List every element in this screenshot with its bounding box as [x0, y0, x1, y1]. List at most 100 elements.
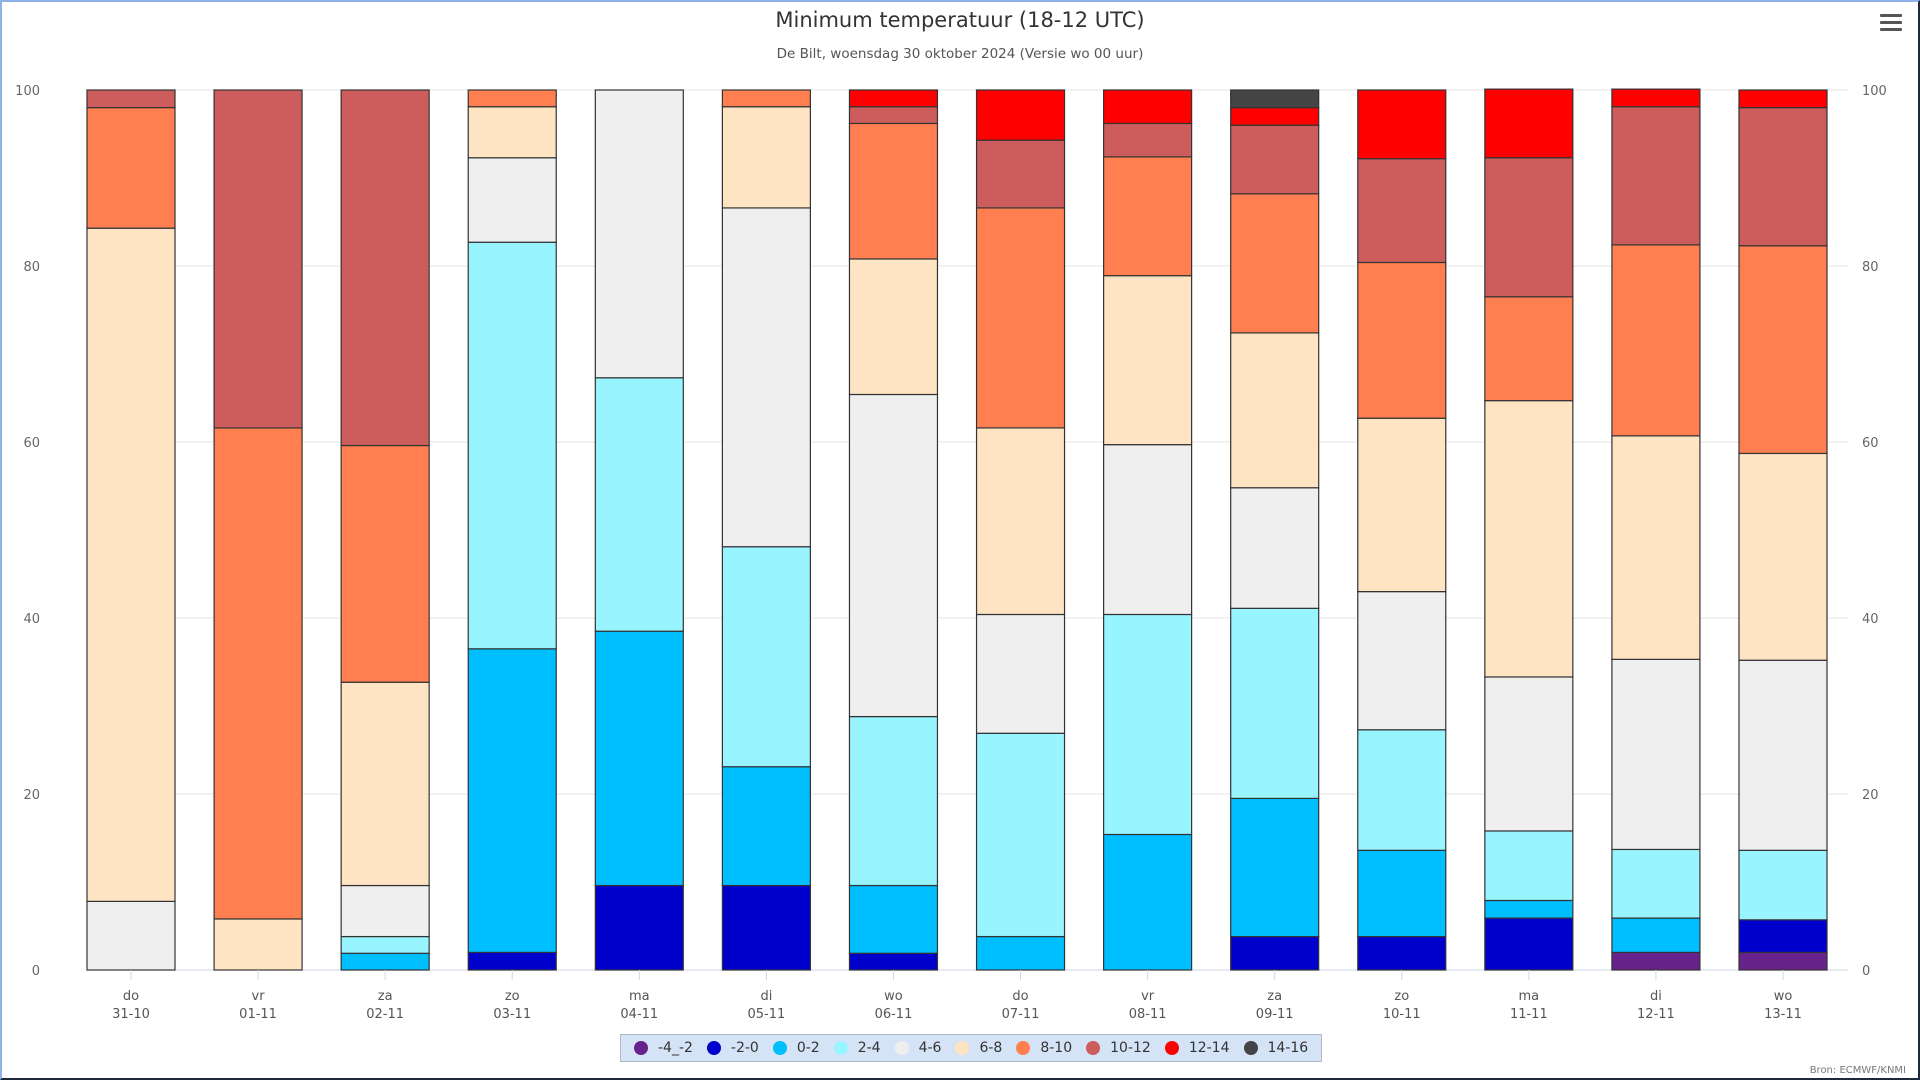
- bar-segment-6-8[interactable]: [1103, 275, 1193, 446]
- bar-segment-4-6[interactable]: [340, 884, 430, 938]
- legend-item[interactable]: 0-2: [772, 1040, 820, 1056]
- bar-segment-4-6[interactable]: [975, 613, 1066, 734]
- bar-segment--2-0[interactable]: [1357, 935, 1447, 971]
- bar-segment-12-14[interactable]: [1484, 88, 1574, 159]
- bar-segment-6-8[interactable]: [721, 106, 811, 209]
- bar-segment-8-10[interactable]: [848, 122, 939, 260]
- bar-segment-4-6[interactable]: [86, 900, 176, 971]
- bar-segment-12-14[interactable]: [1738, 89, 1828, 109]
- bar-segment-2-4[interactable]: [1738, 849, 1828, 921]
- bar-segment-4-6[interactable]: [1484, 676, 1574, 832]
- bar-segment-4-6[interactable]: [848, 393, 939, 718]
- bar-segment--2-0[interactable]: [721, 884, 811, 971]
- bar-segment-0-2[interactable]: [721, 766, 811, 887]
- bar-segment-2-4[interactable]: [975, 732, 1066, 938]
- bar-segment-0-2[interactable]: [848, 884, 939, 954]
- bar-segment-8-10[interactable]: [1357, 261, 1447, 419]
- bar-segment-6-8[interactable]: [86, 227, 176, 902]
- bar-segment--2-0[interactable]: [467, 951, 557, 971]
- bar-segment-12-14[interactable]: [1103, 89, 1193, 125]
- bar-segment-10-12[interactable]: [86, 89, 176, 109]
- bar-segment-8-10[interactable]: [340, 444, 430, 683]
- bar-segment-0-2[interactable]: [1611, 917, 1701, 954]
- bar-segment-2-4[interactable]: [848, 715, 939, 887]
- bar-segment-4-6[interactable]: [1230, 487, 1320, 609]
- bar-segment-8-10[interactable]: [86, 106, 176, 229]
- bar-segment-4-6[interactable]: [1357, 590, 1447, 731]
- bar-segment-4-6[interactable]: [1103, 444, 1193, 616]
- bar-segment-12-14[interactable]: [1611, 88, 1701, 108]
- bar-segment-6-8[interactable]: [1738, 452, 1828, 661]
- bar-segment--2-0[interactable]: [1738, 919, 1828, 954]
- bar-segment-8-10[interactable]: [975, 207, 1066, 429]
- bar-segment-2-4[interactable]: [467, 241, 557, 650]
- bar-segment-6-8[interactable]: [1611, 435, 1701, 660]
- hamburger-menu-icon[interactable]: [1880, 14, 1902, 32]
- bar-segment--2-0[interactable]: [1230, 935, 1320, 971]
- bar-segment-10-12[interactable]: [975, 139, 1066, 209]
- bar-segment-6-8[interactable]: [1357, 417, 1447, 593]
- bar-segment--2-0[interactable]: [594, 884, 684, 971]
- bar-segment-0-2[interactable]: [1230, 797, 1320, 938]
- bar-segment-4-6[interactable]: [1611, 658, 1701, 851]
- bar-segment-8-10[interactable]: [1230, 193, 1320, 334]
- bar-segment-6-8[interactable]: [975, 427, 1066, 616]
- bar-segment-2-4[interactable]: [1103, 613, 1193, 836]
- bar-segment-4-6[interactable]: [1738, 659, 1828, 851]
- bar-segment-6-8[interactable]: [1484, 400, 1574, 678]
- bar-segment-0-2[interactable]: [340, 952, 430, 971]
- legend-item[interactable]: 12-14: [1164, 1040, 1230, 1056]
- bar-segment-4-6[interactable]: [721, 207, 811, 548]
- bar-segment-10-12[interactable]: [848, 106, 939, 125]
- legend-item[interactable]: 2-4: [833, 1040, 881, 1056]
- legend-item[interactable]: 6-8: [955, 1040, 1002, 1056]
- bar-segment-10-12[interactable]: [1484, 157, 1574, 298]
- bar-segment-4-6[interactable]: [594, 89, 684, 379]
- bar-segment-0-2[interactable]: [1103, 833, 1193, 971]
- bar-segment-2-4[interactable]: [721, 546, 811, 768]
- bar-segment-8-10[interactable]: [1738, 245, 1828, 455]
- bar-segment-8-10[interactable]: [467, 89, 557, 108]
- bar-segment-10-12[interactable]: [340, 89, 430, 447]
- bar-segment-14-16[interactable]: [1230, 89, 1320, 109]
- bar-segment--4_-2[interactable]: [1611, 951, 1701, 971]
- bar-segment-10-12[interactable]: [1611, 106, 1701, 246]
- bar-segment-10-12[interactable]: [1738, 106, 1828, 247]
- legend-item[interactable]: 4-6: [894, 1040, 941, 1056]
- legend-item[interactable]: 10-12: [1086, 1040, 1151, 1056]
- bar-segment--2-0[interactable]: [1484, 917, 1574, 971]
- bar-segment-6-8[interactable]: [1230, 332, 1320, 489]
- legend-item[interactable]: 8-10: [1016, 1040, 1072, 1056]
- bar-segment-8-10[interactable]: [213, 427, 303, 920]
- bar-segment-2-4[interactable]: [594, 377, 684, 632]
- bar-segment-0-2[interactable]: [1484, 899, 1574, 919]
- bar-segment-8-10[interactable]: [1611, 244, 1701, 437]
- bar-segment-2-4[interactable]: [1230, 607, 1320, 800]
- bar-segment-10-12[interactable]: [213, 89, 303, 429]
- bar-segment-12-14[interactable]: [1357, 89, 1447, 160]
- bar-segment--2-0[interactable]: [848, 952, 939, 971]
- bar-segment-2-4[interactable]: [1357, 729, 1447, 851]
- bar-segment-2-4[interactable]: [340, 935, 430, 954]
- bar-segment-10-12[interactable]: [1357, 158, 1447, 264]
- bar-segment-12-14[interactable]: [1230, 106, 1320, 126]
- legend-item[interactable]: -2-0: [706, 1040, 759, 1056]
- bar-segment-2-4[interactable]: [1611, 848, 1701, 919]
- bar-segment-6-8[interactable]: [340, 681, 430, 887]
- bar-segment-6-8[interactable]: [467, 106, 557, 159]
- bar-segment-12-14[interactable]: [848, 89, 939, 108]
- bar-segment-6-8[interactable]: [848, 258, 939, 396]
- bar-segment-0-2[interactable]: [1357, 849, 1447, 938]
- bar-segment-8-10[interactable]: [1484, 296, 1574, 402]
- bar-segment-4-6[interactable]: [467, 157, 557, 243]
- bar-segment-8-10[interactable]: [721, 89, 811, 108]
- legend-item[interactable]: -4_-2: [634, 1040, 693, 1056]
- bar-segment-0-2[interactable]: [975, 935, 1066, 971]
- bar-segment-2-4[interactable]: [1484, 830, 1574, 902]
- bar-segment-0-2[interactable]: [594, 630, 684, 887]
- bar-segment-10-12[interactable]: [1230, 124, 1320, 195]
- bar-segment--4_-2[interactable]: [1738, 951, 1828, 971]
- bar-segment-10-12[interactable]: [1103, 122, 1193, 158]
- bar-segment-8-10[interactable]: [1103, 156, 1193, 277]
- legend-item[interactable]: 14-16: [1243, 1040, 1308, 1056]
